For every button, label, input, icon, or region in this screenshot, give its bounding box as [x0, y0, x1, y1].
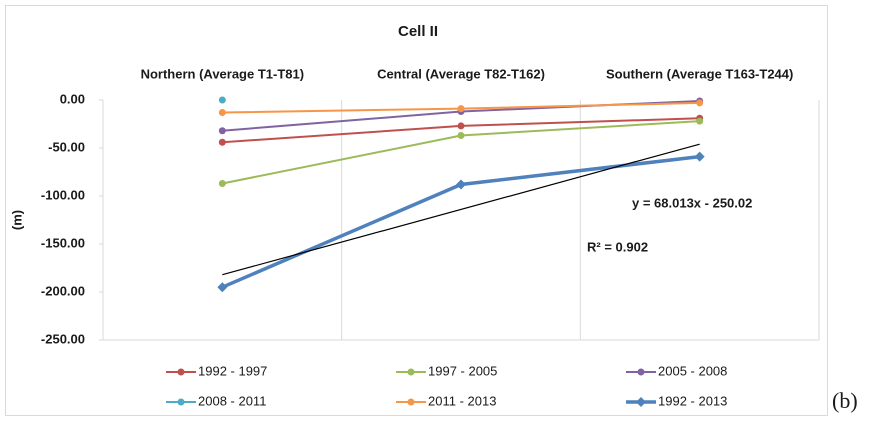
legend-label: 2008 - 2011	[198, 393, 266, 408]
trend-r-squared: R² = 0.902	[587, 239, 648, 254]
legend-label: 1992 - 1997	[198, 363, 267, 378]
y-tick-label: -150.00	[41, 235, 85, 250]
data-point	[457, 132, 465, 140]
legend-marker	[177, 398, 185, 406]
x-tick-label: Southern (Average T163-T244)	[606, 66, 793, 81]
data-point	[217, 282, 228, 293]
y-tick-label: -200.00	[41, 283, 85, 298]
data-point	[218, 108, 226, 116]
data-point	[696, 117, 704, 125]
legend-marker	[637, 368, 645, 376]
legend-marker	[407, 398, 415, 406]
data-point	[457, 105, 465, 113]
legend-label: 2011 - 2013	[428, 393, 496, 408]
trend-line	[222, 143, 700, 276]
legend-label: 1997 - 2005	[428, 363, 497, 378]
data-point	[218, 96, 226, 104]
legend-label: 2005 - 2008	[658, 363, 727, 378]
y-tick-label: -250.00	[41, 331, 85, 346]
data-point	[457, 122, 465, 130]
y-axis-label: (m)	[9, 210, 24, 230]
legend-label: 1992 - 2013	[658, 393, 727, 408]
legend-marker	[407, 368, 415, 376]
data-point	[456, 179, 466, 190]
chart-frame	[5, 5, 828, 416]
y-tick-label: -50.00	[48, 139, 85, 154]
data-point	[218, 180, 226, 188]
trend-equation: y = 68.013x - 250.02	[632, 195, 752, 210]
data-point	[694, 151, 705, 162]
y-tick-label: -100.00	[41, 187, 85, 202]
legend-marker	[636, 397, 646, 407]
y-tick-label: 0.00	[60, 91, 85, 106]
legend-marker	[177, 368, 185, 376]
x-tick-label: Central (Average T82-T162)	[377, 66, 545, 81]
x-tick-label: Northern (Average T1-T81)	[141, 66, 305, 81]
data-point	[218, 138, 226, 146]
panel-label: (b)	[832, 388, 858, 413]
data-point	[696, 99, 704, 107]
data-point	[218, 127, 226, 135]
chart-title: Cell II	[398, 23, 438, 40]
